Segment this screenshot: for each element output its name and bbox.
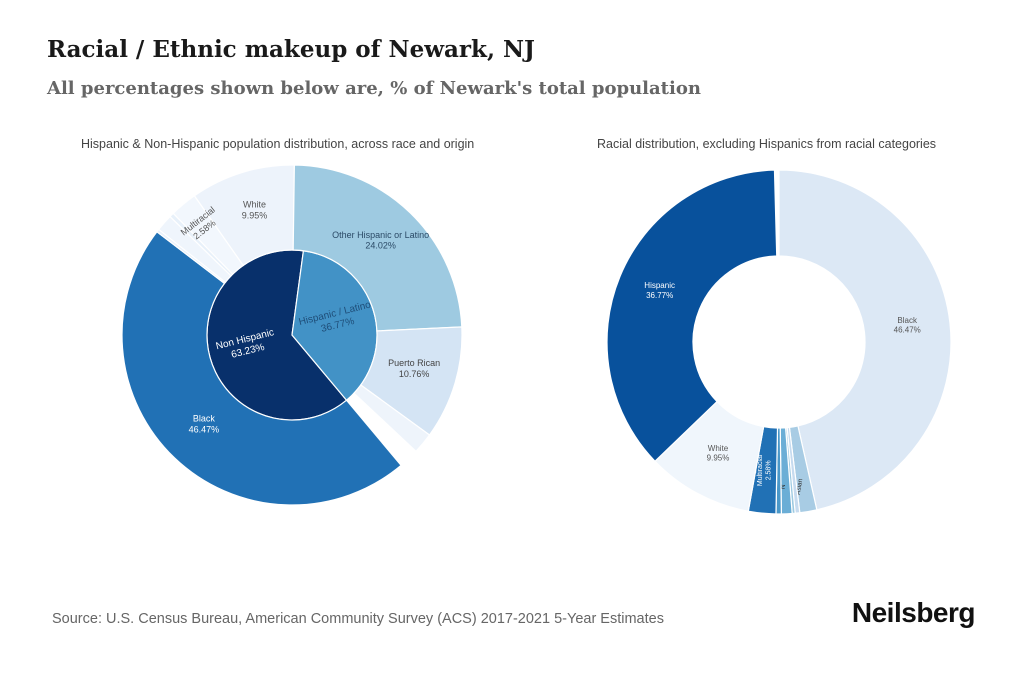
- donut-label-multiracial: Multiracial2.58%: [757, 454, 772, 486]
- right-chart-title: Racial distribution, excluding Hispanics…: [597, 137, 937, 151]
- outer-slice-mexican: [353, 384, 431, 453]
- outer-label-black: Black 46.47%: [189, 414, 220, 435]
- outer-slice-other-hispanic-or-latino: [292, 164, 463, 332]
- outer-label-other-hispanic-or-latino: Other Hispanic or Latino 24.02%: [332, 230, 429, 251]
- donut-slice-black: [778, 169, 952, 511]
- brand-logo: Neilsberg: [851, 597, 976, 628]
- donut-label-asian: Asian: [795, 478, 805, 496]
- donut-label-hispanic: Hispanic 36.77%: [644, 281, 675, 300]
- source-note: Source: U.S. Census Bureau, American Com…: [52, 611, 664, 627]
- page-subtitle: All percentages shown below are, % of Ne…: [47, 78, 701, 99]
- donut-label-white: White 9.95%: [707, 444, 730, 463]
- donut-slice-hispanic: [606, 169, 778, 463]
- page-title: Racial / Ethnic makeup of Newark, NJ: [47, 36, 535, 63]
- sunburst-chart: Non Hispanic63.23%Hispanic / Latino36.77…: [121, 164, 463, 506]
- donut-label-black: Black 46.47%: [894, 316, 921, 335]
- donut-chart: Black 46.47% Asian N Multiracial2.58% White 9.…: [606, 169, 952, 515]
- donut-label-n: N: [780, 484, 787, 490]
- left-chart-title: Hispanic & Non-Hispanic population distr…: [81, 137, 475, 151]
- outer-slice-black: [121, 230, 402, 506]
- outer-label-white: White 9.95%: [242, 200, 268, 221]
- outer-label-puerto-rican: Puerto Rican 10.76%: [388, 358, 440, 379]
